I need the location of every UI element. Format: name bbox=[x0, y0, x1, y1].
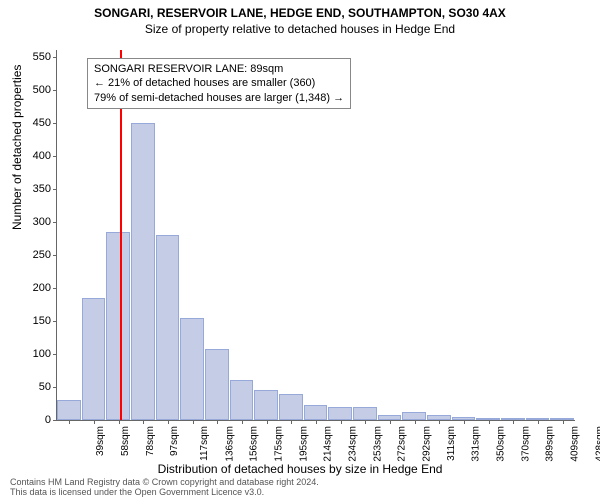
x-axis-label: Distribution of detached houses by size … bbox=[0, 462, 600, 476]
infobox-line-3: 79% of semi-detached houses are larger (… bbox=[94, 91, 344, 105]
x-tick-mark bbox=[390, 420, 391, 424]
x-tick-label: 58sqm bbox=[120, 426, 131, 456]
y-tick-mark bbox=[53, 123, 57, 124]
x-tick-label: 272sqm bbox=[397, 426, 408, 462]
x-tick-mark bbox=[513, 420, 514, 424]
y-tick-mark bbox=[53, 321, 57, 322]
x-tick-label: 195sqm bbox=[298, 426, 309, 462]
x-tick-mark bbox=[242, 420, 243, 424]
x-tick-mark bbox=[563, 420, 564, 424]
x-tick-label: 78sqm bbox=[145, 426, 156, 456]
histogram-bar bbox=[353, 407, 377, 420]
x-tick-mark bbox=[291, 420, 292, 424]
y-axis-label: Number of detached properties bbox=[10, 65, 24, 230]
chart-subtitle: Size of property relative to detached ho… bbox=[0, 20, 600, 36]
x-tick-mark bbox=[439, 420, 440, 424]
x-tick-mark bbox=[217, 420, 218, 424]
property-info-box: SONGARI RESERVOIR LANE: 89sqm ← 21% of d… bbox=[87, 58, 351, 109]
x-tick-label: 428sqm bbox=[594, 426, 600, 462]
x-tick-mark bbox=[119, 420, 120, 424]
x-tick-mark bbox=[143, 420, 144, 424]
x-tick-label: 136sqm bbox=[224, 426, 235, 462]
x-tick-mark bbox=[267, 420, 268, 424]
x-tick-label: 331sqm bbox=[471, 426, 482, 462]
y-tick-mark bbox=[53, 288, 57, 289]
x-tick-label: 234sqm bbox=[348, 426, 359, 462]
histogram-bar bbox=[304, 405, 328, 420]
x-tick-mark bbox=[69, 420, 70, 424]
histogram-bar bbox=[279, 394, 303, 420]
histogram-bar bbox=[205, 349, 229, 420]
y-tick-mark bbox=[53, 255, 57, 256]
x-tick-label: 389sqm bbox=[545, 426, 556, 462]
infobox-line-1: SONGARI RESERVOIR LANE: 89sqm bbox=[94, 62, 344, 76]
x-tick-mark bbox=[415, 420, 416, 424]
histogram-bar bbox=[402, 412, 426, 420]
x-tick-label: 409sqm bbox=[570, 426, 581, 462]
footer-line-2: This data is licensed under the Open Gov… bbox=[10, 488, 319, 498]
y-tick-mark bbox=[53, 222, 57, 223]
x-tick-label: 214sqm bbox=[323, 426, 334, 462]
y-tick-mark bbox=[53, 90, 57, 91]
histogram-bar bbox=[131, 123, 155, 420]
histogram-bar bbox=[106, 232, 130, 420]
x-tick-label: 156sqm bbox=[249, 426, 260, 462]
x-tick-mark bbox=[168, 420, 169, 424]
x-tick-mark bbox=[365, 420, 366, 424]
x-tick-label: 253sqm bbox=[372, 426, 383, 462]
footer-attribution: Contains HM Land Registry data © Crown c… bbox=[10, 478, 319, 498]
x-tick-label: 97sqm bbox=[169, 426, 180, 456]
x-tick-label: 370sqm bbox=[520, 426, 531, 462]
x-tick-mark bbox=[489, 420, 490, 424]
x-tick-mark bbox=[193, 420, 194, 424]
y-tick-mark bbox=[53, 387, 57, 388]
x-tick-label: 117sqm bbox=[199, 426, 210, 461]
y-tick-mark bbox=[53, 189, 57, 190]
histogram-bar bbox=[254, 390, 278, 420]
x-tick-label: 292sqm bbox=[422, 426, 433, 462]
y-tick-mark bbox=[53, 156, 57, 157]
x-tick-mark bbox=[538, 420, 539, 424]
x-tick-mark bbox=[464, 420, 465, 424]
y-tick-mark bbox=[53, 354, 57, 355]
histogram-bar bbox=[180, 318, 204, 420]
x-tick-mark bbox=[94, 420, 95, 424]
y-tick-mark bbox=[53, 420, 57, 421]
histogram-bar bbox=[57, 400, 81, 420]
infobox-line-2: ← 21% of detached houses are smaller (36… bbox=[94, 76, 344, 90]
histogram-bar bbox=[230, 380, 254, 420]
x-tick-label: 311sqm bbox=[446, 426, 457, 461]
chart-title: SONGARI, RESERVOIR LANE, HEDGE END, SOUT… bbox=[0, 0, 600, 20]
histogram-bar bbox=[156, 235, 180, 420]
x-tick-label: 39sqm bbox=[95, 426, 106, 456]
x-tick-mark bbox=[316, 420, 317, 424]
x-tick-label: 350sqm bbox=[496, 426, 507, 462]
y-tick-mark bbox=[53, 57, 57, 58]
x-tick-label: 175sqm bbox=[274, 426, 285, 462]
histogram-plot-area: 050100150200250300350400450500550 39sqm5… bbox=[56, 50, 575, 421]
x-tick-mark bbox=[341, 420, 342, 424]
histogram-bar bbox=[82, 298, 106, 420]
histogram-bar bbox=[328, 407, 352, 420]
